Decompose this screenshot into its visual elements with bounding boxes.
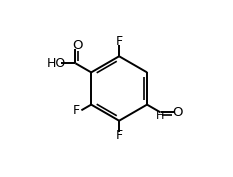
Text: O: O	[72, 39, 82, 52]
Text: H: H	[156, 111, 164, 121]
Text: F: F	[116, 35, 123, 48]
Text: F: F	[73, 104, 80, 117]
Text: HO: HO	[47, 57, 66, 70]
Text: O: O	[173, 106, 183, 119]
Text: F: F	[116, 129, 123, 142]
